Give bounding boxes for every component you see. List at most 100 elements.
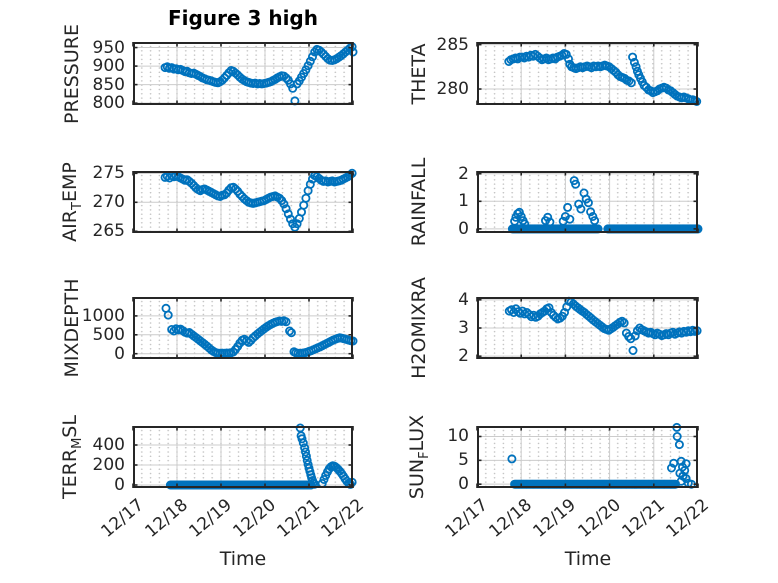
data-point	[571, 179, 581, 189]
data-point	[302, 455, 312, 465]
y-axis-label-subscript: M	[69, 437, 85, 449]
y-axis-label-rainfall: RAINFALL	[408, 158, 430, 247]
data-point	[283, 209, 293, 219]
data-point	[285, 326, 295, 336]
data-point	[555, 313, 565, 323]
plot-canvas-terr-msl	[132, 423, 357, 490]
y-tick-label-pressure: 800	[92, 93, 125, 114]
data-point	[666, 463, 676, 473]
y-tick-label-rainfall: 0	[458, 218, 469, 239]
y-tick-label-mixdepth: 1000	[81, 305, 125, 326]
y-axis-label-h2omixra: H2OMIXRA	[408, 277, 430, 379]
x-axis-label-left: Time	[219, 548, 267, 570]
subplot-sun-flux	[476, 422, 699, 489]
y-tick-label-terr-msl: 200	[92, 455, 125, 475]
y-tick-label-mixdepth: 0	[114, 343, 125, 364]
y-tick-label-terr-msl: 0	[114, 475, 125, 495]
axes-box	[133, 171, 353, 233]
y-tick-label-theta: 285	[436, 34, 469, 55]
y-axis-label-pressure: PRESSURE	[61, 24, 83, 124]
data-point	[674, 440, 684, 450]
x-tick-text: 12/17	[97, 495, 148, 542]
data-point	[676, 456, 686, 466]
data-point	[681, 459, 691, 469]
data-point	[574, 199, 584, 209]
data-point	[281, 204, 291, 214]
data-point	[630, 331, 640, 341]
subplot-theta	[476, 42, 702, 107]
y-tick-label-pressure: 900	[92, 56, 125, 77]
y-tick-label-pressure: 850	[92, 74, 125, 95]
y-axis-label-air-temp: AIRTEMP	[59, 162, 85, 242]
y-tick-label-rainfall: 2	[458, 163, 469, 184]
x-tick-text: 12/20	[574, 495, 625, 542]
axes-box	[477, 42, 698, 105]
x-tick-label: 12/18	[69, 495, 191, 542]
data-point	[305, 56, 315, 66]
plot-canvas-mixdepth	[132, 297, 358, 359]
data-point	[231, 184, 241, 194]
axes-box	[477, 171, 698, 233]
data-point	[187, 178, 197, 188]
y-axis-label-text: PRESSURE	[61, 23, 83, 124]
y-tick-label-mixdepth: 500	[92, 324, 125, 345]
axes-box	[477, 426, 698, 488]
data-point	[306, 480, 316, 490]
x-tick-text: 12/17	[441, 495, 492, 542]
subplot-air-temp	[132, 168, 357, 233]
data-point	[583, 198, 593, 208]
plot-canvas-rainfall	[476, 171, 703, 234]
data-point	[576, 204, 586, 214]
data-point	[565, 214, 575, 224]
y-tick-label-air-temp: 270	[92, 192, 125, 213]
y-tick-label-rainfall: 1	[458, 191, 469, 212]
subplot-rainfall	[476, 171, 703, 234]
data-point	[557, 50, 567, 60]
y-tick-label-terr-msl: 400	[92, 435, 125, 455]
y-axis-label-theta: THETA	[408, 43, 430, 104]
y-axis-label-text: AIR	[59, 210, 82, 242]
x-tick-text: 12/18	[141, 495, 192, 542]
data-point	[301, 451, 311, 461]
axes-box	[133, 297, 353, 359]
x-tick-label: 12/20	[502, 495, 624, 542]
x-tick-text: 12/19	[529, 495, 581, 542]
y-tick-label-h2omixra: 3	[458, 318, 469, 338]
data-point	[620, 73, 630, 83]
y-tick-label-air-temp: 265	[92, 221, 125, 242]
data-point	[564, 54, 574, 64]
data-point	[286, 328, 296, 338]
y-tick-label-sun-flux: 10	[447, 426, 469, 447]
figure-title: Figure 3 high	[168, 6, 318, 30]
y-axis-label-text: THETA	[408, 42, 430, 105]
x-tick-text: 12/18	[485, 495, 537, 542]
axes-box	[133, 42, 353, 105]
data-point	[300, 443, 310, 453]
subplot-h2omixra	[476, 296, 702, 359]
x-axis-label-right: Time	[564, 548, 612, 570]
y-tick-label-h2omixra: 2	[458, 346, 469, 367]
y-axis-label-subscript: T	[69, 202, 85, 210]
data-point	[514, 207, 524, 217]
data-point	[274, 193, 284, 203]
y-tick-label-air-temp: 275	[92, 163, 125, 184]
data-point	[298, 438, 308, 448]
y-axis-label-text: EMP	[59, 162, 82, 203]
data-point	[672, 432, 682, 441]
subplot-pressure	[132, 42, 358, 106]
data-point	[543, 212, 553, 222]
x-tick-text: 12/21	[618, 495, 669, 542]
y-axis-label-text: MIXDEPTH	[61, 278, 83, 378]
data-point	[305, 179, 315, 189]
data-point	[217, 75, 227, 85]
plot-canvas-sun-flux	[476, 422, 699, 489]
plot-canvas-h2omixra	[476, 296, 702, 359]
data-point	[303, 61, 313, 71]
x-tick-label: 12/22	[245, 495, 367, 542]
data-point	[301, 193, 311, 203]
subplot-terr-msl	[132, 423, 357, 490]
data-point	[628, 52, 638, 62]
data-point	[626, 78, 636, 88]
data-point	[285, 214, 295, 224]
